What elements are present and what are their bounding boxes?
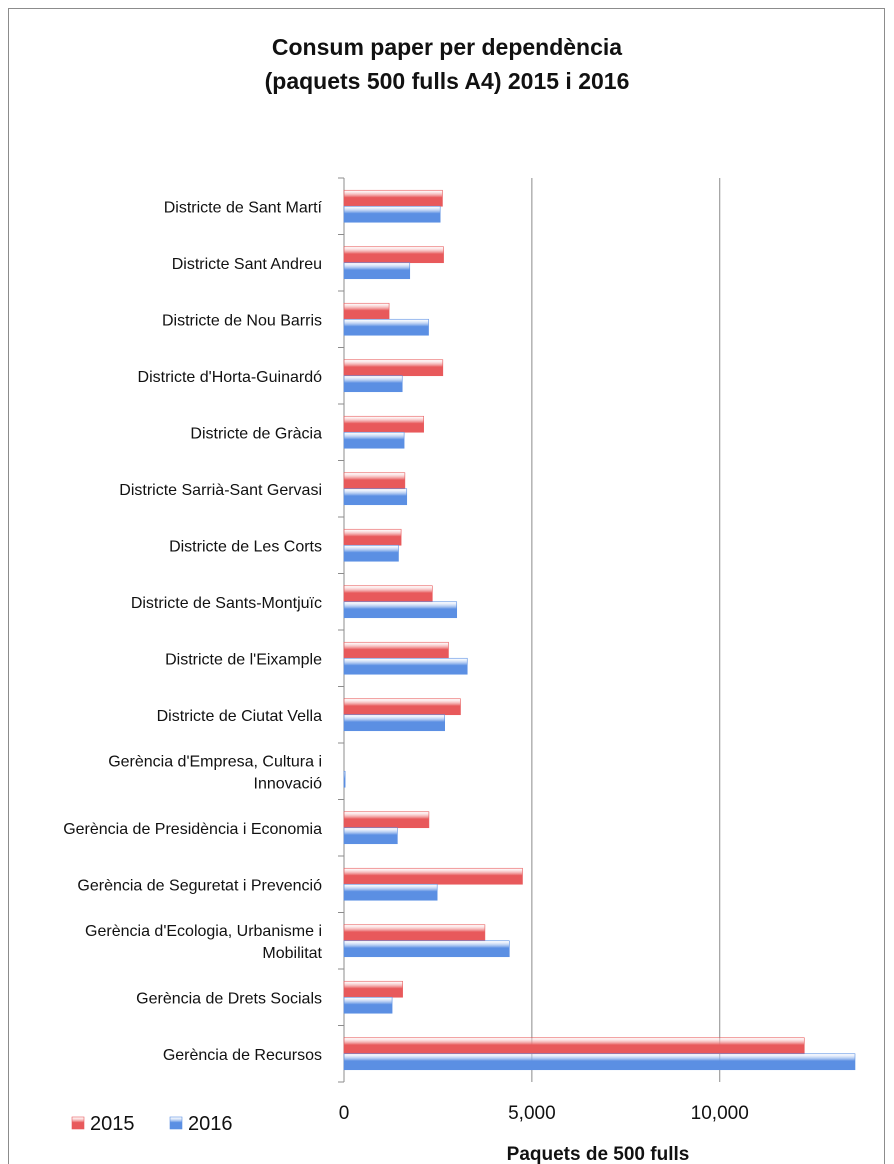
x-axis-title: Paquets de 500 fulls (507, 1144, 690, 1164)
bar-2015-6 (343, 528, 402, 546)
bar-2016-4 (343, 431, 405, 449)
bar-2015-14 (343, 980, 403, 998)
bar-2016-8 (343, 657, 468, 675)
bar-2016-11 (343, 827, 398, 845)
bar-2016-13 (343, 940, 510, 958)
category-label: Gerència d'Empresa, Cultura i (108, 753, 322, 770)
x-tick-label: 5,000 (508, 1103, 556, 1124)
bar-2016-1 (343, 262, 411, 280)
bar-2016-10 (343, 770, 346, 788)
category-label: Gerència d'Ecologia, Urbanisme i (85, 923, 322, 940)
category-label: Gerència de Recursos (163, 1047, 322, 1064)
category-label: Gerència de Seguretat i Prevenció (77, 877, 322, 894)
bar-2015-1 (343, 246, 444, 264)
bar-2016-6 (343, 544, 399, 562)
chart-title-line-1: Consum paper per dependència (271, 34, 623, 60)
category-label: Districte de Sant Martí (164, 199, 323, 216)
category-label: Gerència de Drets Socials (136, 990, 322, 1007)
legend-swatch-2015 (71, 1116, 85, 1130)
bar-2015-8 (343, 641, 449, 659)
category-label: Gerència de Presidència i Economia (63, 821, 322, 838)
bar-2016-0 (343, 205, 441, 223)
chart-frame (8, 8, 885, 1164)
bar-2016-7 (343, 601, 458, 619)
bar-2015-7 (343, 585, 433, 603)
bar-2015-12 (343, 867, 523, 885)
x-tick-label: 10,000 (691, 1103, 749, 1124)
bar-2016-12 (343, 883, 438, 901)
category-label: Districte de l'Eixample (165, 651, 322, 668)
category-label: Innovació (254, 775, 323, 792)
chart-title: Consum paper per dependència (paquets 50… (0, 30, 894, 98)
bar-2015-9 (343, 698, 461, 716)
bar-2015-0 (343, 189, 443, 207)
bar-2016-15 (343, 1053, 856, 1071)
category-label: Districte Sant Andreu (172, 256, 322, 273)
bar-2016-5 (343, 488, 408, 506)
bar-2015-3 (343, 359, 444, 377)
bar-2016-9 (343, 714, 445, 732)
legend-label-2015: 2015 (90, 1113, 135, 1135)
category-label: Districte Sarrià-Sant Gervasi (119, 482, 322, 499)
legend-swatch-2016 (169, 1116, 183, 1130)
bar-2015-13 (343, 924, 486, 942)
bar-2016-3 (343, 375, 403, 393)
category-label: Districte de Gràcia (190, 425, 322, 442)
bar-2015-15 (343, 1037, 805, 1055)
x-tick-label: 0 (339, 1103, 350, 1124)
category-label: Districte de Ciutat Vella (157, 708, 323, 725)
chart-title-line-2: (paquets 500 fulls A4) 2015 i 2016 (264, 68, 630, 94)
category-label: Districte de Nou Barris (162, 312, 322, 329)
bar-2015-4 (343, 415, 424, 433)
bar-2016-14 (343, 996, 393, 1014)
category-label: Districte d'Horta-Guinardó (138, 369, 323, 386)
bar-2015-11 (343, 811, 430, 829)
bar-2015-2 (343, 302, 390, 320)
bar-2015-5 (343, 472, 406, 490)
category-label: Mobilitat (262, 945, 322, 962)
category-label: Districte de Sants-Montjuïc (131, 595, 322, 612)
legend-label-2016: 2016 (188, 1113, 233, 1135)
category-label: Districte de Les Corts (169, 538, 322, 555)
bar-2016-2 (343, 318, 429, 336)
